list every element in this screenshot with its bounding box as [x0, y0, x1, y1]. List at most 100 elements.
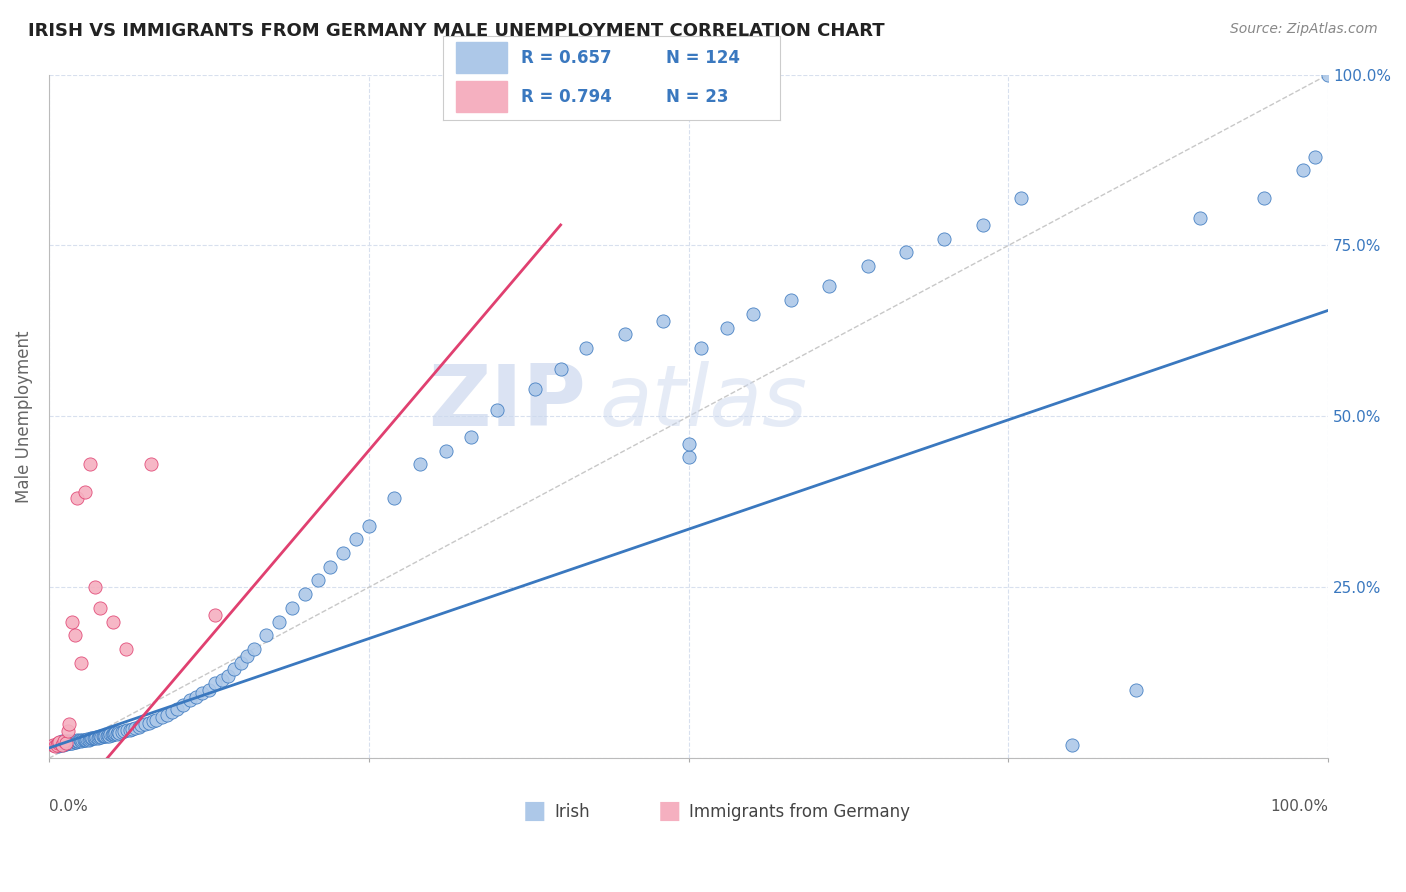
- Point: [70, 733, 93, 747]
- Text: Immigrants from Germany: Immigrants from Germany: [689, 803, 910, 821]
- Point: [434, 443, 457, 458]
- Point: [42, 738, 65, 752]
- Text: N = 124: N = 124: [665, 49, 740, 67]
- Point: [332, 546, 354, 560]
- Point: [55, 737, 77, 751]
- Point: [105, 726, 128, 740]
- Y-axis label: Male Unemployment: Male Unemployment: [15, 330, 32, 503]
- Point: [678, 436, 700, 450]
- Point: [485, 402, 508, 417]
- Point: [114, 723, 136, 738]
- Point: [65, 735, 87, 749]
- Point: [49, 739, 72, 753]
- Point: [100, 727, 122, 741]
- Point: [97, 728, 120, 742]
- Point: [59, 736, 82, 750]
- Point: [80, 731, 103, 746]
- Point: [204, 676, 226, 690]
- Text: 0.0%: 0.0%: [49, 799, 87, 814]
- Point: [114, 641, 136, 656]
- Point: [141, 457, 163, 471]
- Point: [48, 735, 70, 749]
- Point: [48, 736, 70, 750]
- Point: [150, 710, 173, 724]
- Point: [118, 723, 141, 737]
- Point: [242, 641, 264, 656]
- Point: [62, 734, 84, 748]
- Point: [55, 736, 77, 750]
- Point: [211, 673, 233, 687]
- Point: [86, 731, 108, 745]
- Point: [160, 705, 183, 719]
- Point: [98, 729, 121, 743]
- Point: [96, 729, 118, 743]
- Point: [77, 732, 100, 747]
- Point: [73, 733, 96, 747]
- Point: [83, 731, 105, 746]
- Text: N = 23: N = 23: [665, 87, 728, 105]
- Point: [73, 484, 96, 499]
- Point: [108, 726, 131, 740]
- Point: [818, 279, 841, 293]
- Bar: [457, 43, 508, 73]
- Point: [1189, 211, 1212, 226]
- Point: [89, 600, 111, 615]
- Point: [84, 580, 107, 594]
- Point: [79, 457, 101, 471]
- Point: [44, 738, 66, 752]
- Point: [103, 727, 125, 741]
- Point: [1317, 68, 1340, 82]
- Text: IRISH VS IMMIGRANTS FROM GERMANY MALE UNEMPLOYMENT CORRELATION CHART: IRISH VS IMMIGRANTS FROM GERMANY MALE UN…: [28, 22, 884, 40]
- Point: [460, 430, 482, 444]
- Point: [70, 734, 93, 748]
- Point: [184, 690, 207, 704]
- Point: [690, 341, 713, 355]
- Point: [856, 259, 879, 273]
- Point: [46, 739, 69, 753]
- Text: R = 0.657: R = 0.657: [520, 49, 612, 67]
- Point: [510, 102, 533, 116]
- Point: [128, 720, 150, 734]
- Point: [652, 313, 675, 327]
- Point: [56, 723, 79, 738]
- Point: [129, 718, 152, 732]
- Point: [678, 450, 700, 465]
- Point: [66, 733, 89, 747]
- Point: [382, 491, 405, 506]
- Point: [134, 717, 156, 731]
- Point: [138, 715, 160, 730]
- Point: [56, 734, 79, 748]
- Point: [84, 730, 107, 744]
- Point: [1125, 682, 1147, 697]
- Point: [972, 218, 994, 232]
- Point: [104, 726, 127, 740]
- Point: [142, 714, 165, 729]
- Point: [53, 736, 76, 750]
- Point: [44, 739, 66, 753]
- Point: [63, 628, 86, 642]
- Point: [76, 732, 98, 747]
- Point: [63, 734, 86, 748]
- Point: [224, 662, 246, 676]
- Point: [46, 736, 69, 750]
- Point: [45, 738, 67, 752]
- Point: [409, 457, 432, 471]
- Point: [94, 730, 117, 744]
- Point: [575, 341, 598, 355]
- Point: [75, 732, 97, 747]
- Point: [93, 729, 115, 743]
- Point: [58, 734, 80, 748]
- Point: [1291, 163, 1313, 178]
- Point: [69, 733, 91, 747]
- Text: Irish: Irish: [554, 803, 591, 821]
- Point: [357, 518, 380, 533]
- Point: [60, 615, 83, 629]
- Point: [524, 382, 547, 396]
- Point: [101, 615, 124, 629]
- Point: [121, 722, 143, 736]
- Point: [254, 628, 277, 642]
- Text: ■: ■: [658, 799, 681, 823]
- Point: [236, 648, 259, 663]
- Point: [67, 734, 90, 748]
- Point: [191, 686, 214, 700]
